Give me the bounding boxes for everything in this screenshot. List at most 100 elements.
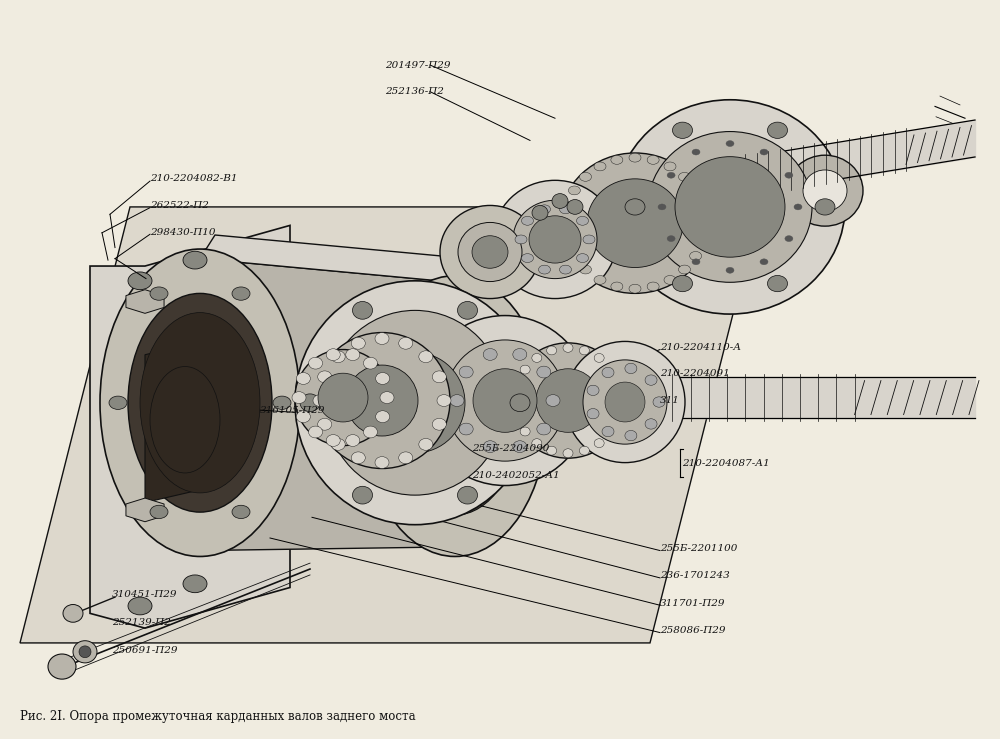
Ellipse shape xyxy=(785,172,793,178)
Text: 201497-П29: 201497-П29 xyxy=(385,61,450,69)
Ellipse shape xyxy=(667,236,675,242)
Ellipse shape xyxy=(73,641,97,663)
Ellipse shape xyxy=(296,372,310,384)
Ellipse shape xyxy=(458,222,522,282)
Ellipse shape xyxy=(690,251,702,260)
Ellipse shape xyxy=(513,380,523,389)
Ellipse shape xyxy=(594,162,606,171)
Ellipse shape xyxy=(536,369,600,432)
Ellipse shape xyxy=(292,392,306,403)
Text: 252139-П2: 252139-П2 xyxy=(112,618,171,627)
Ellipse shape xyxy=(318,371,332,383)
Ellipse shape xyxy=(760,149,768,155)
Ellipse shape xyxy=(363,276,547,556)
Ellipse shape xyxy=(376,411,390,423)
Ellipse shape xyxy=(664,276,676,285)
Text: 258086-П29: 258086-П29 xyxy=(660,626,726,635)
Ellipse shape xyxy=(664,162,676,171)
Ellipse shape xyxy=(346,349,360,361)
Ellipse shape xyxy=(613,380,623,389)
Ellipse shape xyxy=(432,418,446,430)
Ellipse shape xyxy=(309,357,323,369)
Ellipse shape xyxy=(150,367,220,473)
Text: 210-2204091: 210-2204091 xyxy=(660,370,730,378)
Text: 255Б-2201100: 255Б-2201100 xyxy=(660,544,737,553)
Ellipse shape xyxy=(352,302,372,319)
Ellipse shape xyxy=(300,394,320,412)
Ellipse shape xyxy=(472,236,508,268)
Ellipse shape xyxy=(520,427,530,436)
Ellipse shape xyxy=(726,268,734,273)
Ellipse shape xyxy=(510,396,520,405)
Ellipse shape xyxy=(459,366,473,378)
Ellipse shape xyxy=(568,251,580,260)
Ellipse shape xyxy=(594,353,604,362)
Ellipse shape xyxy=(521,217,533,225)
Text: 210-2204082-В1: 210-2204082-В1 xyxy=(150,174,238,183)
Ellipse shape xyxy=(457,302,478,319)
Ellipse shape xyxy=(547,446,557,455)
Ellipse shape xyxy=(579,446,589,455)
Ellipse shape xyxy=(580,265,592,274)
Ellipse shape xyxy=(546,395,560,406)
Ellipse shape xyxy=(331,351,345,363)
Ellipse shape xyxy=(450,395,464,406)
Ellipse shape xyxy=(419,351,433,363)
Ellipse shape xyxy=(678,265,690,274)
Ellipse shape xyxy=(352,486,372,504)
Ellipse shape xyxy=(510,394,530,412)
Ellipse shape xyxy=(678,172,690,181)
Text: 250691-П29: 250691-П29 xyxy=(112,646,178,655)
Ellipse shape xyxy=(513,412,523,421)
Ellipse shape xyxy=(325,310,505,495)
Ellipse shape xyxy=(521,253,533,262)
Ellipse shape xyxy=(513,349,527,361)
Ellipse shape xyxy=(794,204,802,210)
Ellipse shape xyxy=(606,427,616,436)
Ellipse shape xyxy=(273,396,291,409)
Ellipse shape xyxy=(445,340,565,461)
Ellipse shape xyxy=(579,346,589,355)
Ellipse shape xyxy=(232,287,250,300)
Ellipse shape xyxy=(629,285,641,293)
Ellipse shape xyxy=(699,219,711,228)
Ellipse shape xyxy=(697,202,709,211)
Ellipse shape xyxy=(313,395,327,406)
Ellipse shape xyxy=(563,449,573,457)
Text: 210-2204087-А1: 210-2204087-А1 xyxy=(682,459,770,468)
Ellipse shape xyxy=(510,343,626,458)
Ellipse shape xyxy=(815,199,835,215)
Ellipse shape xyxy=(629,153,641,162)
Ellipse shape xyxy=(803,170,847,211)
Ellipse shape xyxy=(675,157,785,257)
Ellipse shape xyxy=(140,313,260,493)
Ellipse shape xyxy=(568,186,580,195)
Ellipse shape xyxy=(647,155,659,164)
Text: 255Б-2204090: 255Б-2204090 xyxy=(472,444,549,453)
Ellipse shape xyxy=(183,575,207,593)
Ellipse shape xyxy=(537,366,551,378)
Text: 210-2402052-А1: 210-2402052-А1 xyxy=(472,471,560,480)
Text: 311: 311 xyxy=(660,396,680,405)
Ellipse shape xyxy=(437,395,451,406)
Ellipse shape xyxy=(587,179,683,268)
Ellipse shape xyxy=(520,365,530,374)
Text: 310451-П29: 310451-П29 xyxy=(112,590,178,599)
Ellipse shape xyxy=(183,251,207,269)
Ellipse shape xyxy=(363,357,377,369)
Ellipse shape xyxy=(645,375,657,385)
Ellipse shape xyxy=(375,457,389,469)
Ellipse shape xyxy=(594,439,604,448)
Ellipse shape xyxy=(532,439,542,448)
Ellipse shape xyxy=(611,155,623,164)
Ellipse shape xyxy=(346,435,360,446)
Ellipse shape xyxy=(109,396,127,409)
Text: Рис. 2I. Опора промежуточная карданных валов заднего моста: Рис. 2I. Опора промежуточная карданных в… xyxy=(20,710,416,723)
Ellipse shape xyxy=(483,440,497,452)
Ellipse shape xyxy=(538,265,550,274)
Ellipse shape xyxy=(647,282,659,291)
Ellipse shape xyxy=(79,646,91,658)
Ellipse shape xyxy=(457,486,478,504)
Ellipse shape xyxy=(318,373,368,422)
Ellipse shape xyxy=(318,418,332,430)
